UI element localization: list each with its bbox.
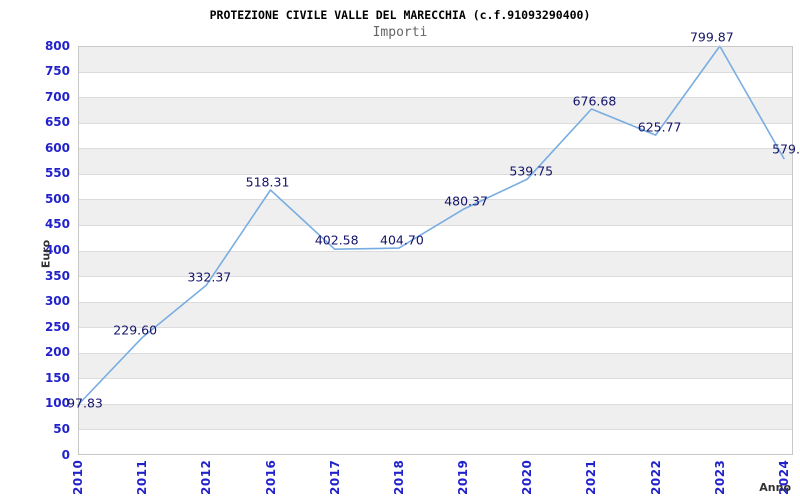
data-point-label: 402.58 [314, 232, 359, 248]
chart-title: PROTEZIONE CIVILE VALLE DEL MARECCHIA (c… [209, 8, 591, 22]
x-tick-label: 2019 [456, 459, 471, 495]
grid-band [78, 199, 793, 225]
data-point-label: 676.68 [572, 93, 617, 109]
y-tick-label: 500 [44, 191, 70, 206]
data-point-label: 332.37 [187, 269, 232, 285]
x-tick-label: 2016 [263, 459, 278, 495]
data-point-label: 480.37 [444, 193, 488, 209]
grid-band [78, 276, 793, 302]
line-series-svg [77, 45, 785, 406]
grid-band [78, 148, 793, 174]
y-tick-label: 450 [44, 217, 70, 232]
gridline [78, 251, 793, 252]
grid-band [78, 378, 793, 404]
grid-band [78, 71, 793, 98]
grid-band [78, 46, 793, 72]
y-tick-label: 400 [44, 243, 70, 257]
data-point-label: 579.8 [772, 141, 800, 157]
y-tick-label: 550 [44, 166, 70, 181]
x-tick-label: 2020 [520, 459, 535, 495]
gridline [78, 276, 793, 277]
gridline [78, 378, 793, 379]
y-tick-label: 800 [44, 38, 70, 53]
gridline [78, 199, 793, 200]
y-tick-label: 350 [44, 268, 70, 283]
grid-band [78, 250, 793, 277]
y-tick-label: 100 [44, 396, 70, 411]
y-tick-label: 250 [44, 319, 70, 334]
y-tick-label: 600 [44, 140, 70, 155]
y-tick-label: 650 [44, 115, 70, 130]
y-tick-label: 300 [44, 294, 70, 309]
data-point-label: 229.60 [113, 322, 158, 338]
gridline [78, 123, 793, 124]
x-tick-label: 2023 [712, 459, 727, 495]
data-point-label: 518.31 [245, 174, 290, 190]
grid-band [78, 173, 793, 200]
grid-band [78, 429, 793, 455]
gridline [78, 404, 793, 405]
x-tick-label: 2010 [71, 459, 85, 495]
data-point-label: 625.77 [637, 119, 682, 135]
gridline [78, 97, 793, 98]
x-tick-label: 2017 [327, 459, 342, 495]
grid-band [78, 301, 793, 328]
x-tick-label: 2021 [584, 459, 599, 495]
grid-band [78, 224, 793, 251]
grid-band [78, 122, 793, 149]
x-axis-title: Anno [759, 481, 791, 494]
chart-subtitle: Importi [372, 25, 428, 40]
chart-line [77, 45, 785, 406]
y-tick-label: 200 [44, 345, 70, 360]
gridline [78, 353, 793, 354]
gridline [78, 72, 793, 73]
y-tick-label: 750 [44, 64, 70, 79]
gridline [78, 327, 793, 328]
y-axis-title: Euro [39, 239, 53, 269]
x-tick-label: 2018 [391, 459, 406, 495]
x-tick-label: 2022 [648, 459, 663, 495]
plot-area [77, 45, 793, 455]
y-tick-label: 150 [44, 370, 70, 385]
data-point-label: 404.70 [380, 232, 424, 248]
y-tick-label: 50 [53, 421, 70, 436]
data-point-label: 97.83 [67, 395, 103, 411]
data-point-label: 539.75 [509, 163, 554, 179]
gridline [78, 174, 793, 175]
grid-band [78, 403, 793, 430]
gridline [78, 148, 793, 149]
grid-band [78, 352, 793, 379]
gridline [78, 429, 793, 430]
y-tick-label: 700 [44, 89, 70, 104]
data-point-label: 799.87 [689, 29, 734, 45]
grid-band [78, 327, 793, 353]
gridline [78, 302, 793, 303]
x-tick-label: 2011 [135, 459, 150, 495]
y-tick-label: 0 [61, 447, 70, 462]
x-tick-label: 2012 [199, 459, 214, 495]
